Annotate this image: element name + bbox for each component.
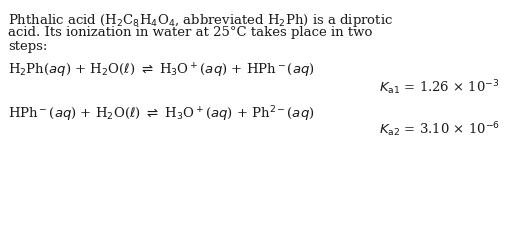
Text: HPh$^-$($\mathit{aq}$) + H$_2$O($\mathit{\ell}$) $\rightleftharpoons$ H$_3$O$^+$: HPh$^-$($\mathit{aq}$) + H$_2$O($\mathit…: [8, 104, 314, 124]
Text: $K_{\mathrm{a1}}$ = 1.26 × 10$^{-3}$: $K_{\mathrm{a1}}$ = 1.26 × 10$^{-3}$: [379, 78, 500, 97]
Text: steps:: steps:: [8, 40, 47, 53]
Text: H$_2$Ph($\mathit{aq}$) + H$_2$O($\mathit{\ell}$) $\rightleftharpoons$ H$_3$O$^+$: H$_2$Ph($\mathit{aq}$) + H$_2$O($\mathit…: [8, 62, 315, 80]
Text: Phthalic acid (H$_2$C$_8$H$_4$O$_4$, abbreviated H$_2$Ph) is a diprotic: Phthalic acid (H$_2$C$_8$H$_4$O$_4$, abb…: [8, 12, 393, 29]
Text: $K_{\mathrm{a2}}$ = 3.10 × 10$^{-6}$: $K_{\mathrm{a2}}$ = 3.10 × 10$^{-6}$: [379, 120, 500, 139]
Text: acid. Its ionization in water at 25°C takes place in two: acid. Its ionization in water at 25°C ta…: [8, 26, 372, 39]
